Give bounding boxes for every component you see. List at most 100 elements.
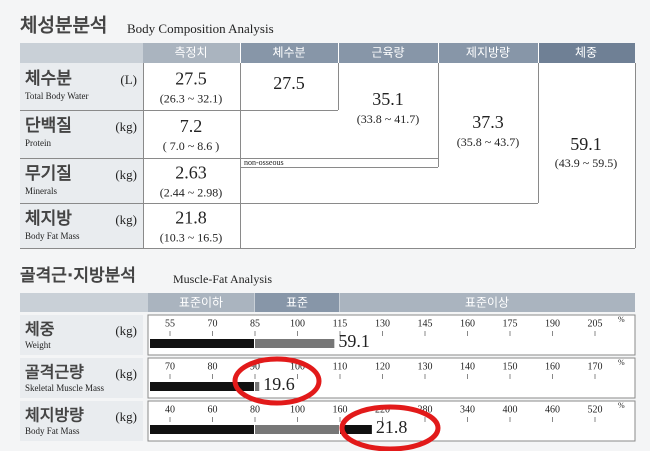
percent-sign: % [618,401,625,410]
tick-label: 85 [250,318,260,329]
section-title: 골격근·지방분석 [20,266,136,286]
tick-label: 100 [290,404,305,415]
tick-label: 70 [165,361,175,372]
highlight-circles [232,356,441,451]
tick-label: 80 [208,361,218,372]
tick-label: 175 [503,318,518,329]
bar [150,382,260,391]
bar [150,425,372,434]
header-cell [538,43,635,63]
value: 21.8 [175,208,207,228]
percent-sign: % [618,315,625,324]
row-label: 단백질 [25,115,72,136]
unit: (L) [120,72,137,87]
tick-label: 55 [165,318,175,329]
total-value: 27.5 [273,73,305,93]
bar-segment [150,382,254,391]
header: 제지방량 [466,46,510,60]
row-label: 무기질 [25,163,72,184]
unit: (kg) [115,119,137,134]
value: 7.2 [180,116,203,136]
row-label-en: Protein [25,138,51,148]
table-body [143,63,635,248]
total-range: (35.8 ~ 43.7) [457,135,519,149]
tick-label: 220 [375,404,390,415]
tick-label: 70 [208,318,218,329]
percent-sign: % [618,358,625,367]
total-value: 59.1 [570,134,602,154]
tick-label: 520 [588,404,603,415]
header: 표준 [286,296,308,310]
grid [20,63,636,249]
tick-label: 400 [503,404,518,415]
tick-label: 460 [545,404,560,415]
gauge-box [147,357,636,399]
note: non-osseous [244,158,284,167]
row-label-en: Weight [25,340,51,350]
tick-label: 120 [375,361,390,372]
range: (2.44 ~ 2.98) [160,185,222,199]
row-label: 체지방량 [25,406,84,425]
bar-value: 19.6 [263,374,295,394]
tick-label: 280 [418,404,433,415]
bar-segment [340,425,372,434]
section-subtitle: Muscle-Fat Analysis [173,272,272,286]
section-subtitle: Body Composition Analysis [127,21,274,36]
label-cell [20,315,143,355]
tick-label: 170 [588,361,603,372]
unit: (kg) [115,167,137,182]
tick-label: 40 [165,404,175,415]
label-cell [20,401,143,441]
header: 근육량 [371,46,404,60]
section-title: 체성분분석 [20,15,107,37]
row-label-en: Total Body Water [25,91,88,101]
value: 2.63 [175,163,207,183]
range: ( 7.0 ~ 8.6 ) [163,139,219,153]
value: 27.5 [175,69,207,89]
row-label-en: Body Fat Mass [25,426,80,436]
range: (10.3 ~ 16.5) [160,230,222,244]
tick-label: 80 [250,404,260,415]
tick-label: 130 [418,361,433,372]
bar-segment [255,382,260,391]
row-label: 체지방 [25,209,72,229]
bar-segment [255,425,339,434]
unit: (kg) [115,409,137,424]
tick-label: 110 [333,361,348,372]
tick-label: 190 [545,318,560,329]
header-cell [148,293,254,312]
unit: (kg) [115,323,137,338]
tick-label: 340 [460,404,475,415]
tick-label: 90 [250,361,260,372]
tick-label: 100 [290,318,305,329]
row-label-en: Skeletal Muscle Mass [25,383,104,393]
total-range: (43.9 ~ 59.5) [555,156,617,170]
total-range: (33.8 ~ 41.7) [357,112,419,126]
bar-value: 59.1 [338,331,370,351]
range: (26.3 ~ 32.1) [160,91,222,105]
row-label-en: Minerals [25,186,57,196]
bar-segment [150,425,254,434]
gauge-box [147,314,636,356]
unit: (kg) [115,366,137,381]
tick-label: 100 [290,361,305,372]
label-column [20,63,143,248]
bar-value: 21.8 [376,417,408,437]
total-value: 37.3 [472,112,504,132]
bar-segment [255,339,335,348]
row-label: 골격근량 [25,363,84,382]
tick-label: 115 [333,318,348,329]
bar [150,339,335,348]
header: 측정치 [174,46,207,60]
header: 표준이하 [179,296,223,310]
total-value: 35.1 [372,89,404,109]
tick-label: 160 [545,361,560,372]
tick-label: 160 [333,404,348,415]
row-label-en: Body Fat Mass [25,231,80,241]
tick-label: 60 [208,404,218,415]
header: 체수분 [272,46,305,60]
unit: (kg) [115,212,137,227]
tick-label: 145 [418,318,433,329]
bar-segment [150,339,254,348]
